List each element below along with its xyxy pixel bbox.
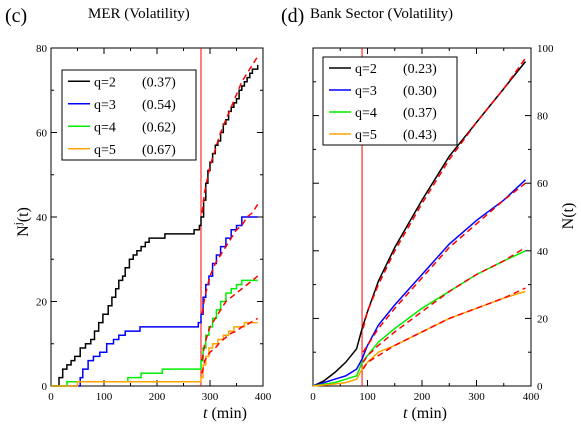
panel-d-legend: q=2 (0.23) q=3 (0.30) q=4 (0.37) q=5 (0.43) xyxy=(322,56,458,146)
panel-c-ylabel-arg: (t) xyxy=(15,207,32,222)
panel-d-fit-q5 xyxy=(362,287,526,370)
panel-d-ytick-label: 40 xyxy=(537,246,549,258)
panel-c-series-q5 xyxy=(51,321,258,387)
panel-c-legend-name: q=5 xyxy=(94,143,116,158)
panel-c-label: (c) xyxy=(5,5,27,27)
panel-c-fit-q4 xyxy=(201,275,259,361)
panel-c-fit-q5 xyxy=(201,317,259,374)
panel-d-ytick-label: 100 xyxy=(537,43,554,55)
panel-c-plot-area: 0 100 200 300 400 0 20 40 60 80 q=2 (0.37) q=3 (0.54)… xyxy=(36,43,272,403)
panel-d-xtick-label: 0 xyxy=(310,391,316,403)
panel-d-legend-exponent: (0.37) xyxy=(403,106,437,121)
panel-d-xlabel: t (min) xyxy=(403,405,447,422)
panel-c-ylabel-sup: j xyxy=(12,222,24,226)
panel-d-legend-name: q=5 xyxy=(355,128,377,143)
panel-d-xtick-label: 300 xyxy=(468,391,485,403)
panel-d-series-q4 xyxy=(312,250,526,387)
panel-c-legend: q=2 (0.37) q=3 (0.54) q=4 (0.62) q=5 (0.67) xyxy=(61,69,197,161)
panel-d-title: Bank Sector (Volatility) xyxy=(310,6,453,22)
panel-c-legend-name: q=2 xyxy=(94,75,116,90)
panel-d-legend-name: q=4 xyxy=(355,106,377,121)
panel-d-ytick-label: 80 xyxy=(537,111,549,123)
panel-c-series-q2 xyxy=(51,64,259,387)
panel-c-legend-exponent: (0.37) xyxy=(142,75,176,90)
panel-c-xtick-label: 100 xyxy=(96,391,113,403)
panel-c-ytick-label: 60 xyxy=(36,128,48,140)
panel-d-legend-exponent: (0.30) xyxy=(403,84,437,99)
panel-d-ytick-label: 20 xyxy=(537,313,549,325)
panel-d-xlabel-unit: (min) xyxy=(407,405,447,422)
panel-d-legend-exponent: (0.23) xyxy=(403,62,437,77)
panel-c-ytick-label: 80 xyxy=(36,43,48,55)
panel-d-legend-exponent: (0.43) xyxy=(403,128,437,143)
panel-d-series-q3 xyxy=(312,179,527,387)
panel-d-xtick-label: 100 xyxy=(359,391,376,403)
panel-c-legend-name: q=4 xyxy=(94,120,116,135)
panel-d-legend-box xyxy=(322,56,458,146)
panel-c-xtick-label: 0 xyxy=(48,391,54,403)
panel-d-legend-name: q=2 xyxy=(355,62,377,77)
panel-c-legend-exponent: (0.54) xyxy=(142,98,176,113)
panel-d-series-q5 xyxy=(312,290,526,387)
panel-c-legend-exponent: (0.67) xyxy=(142,143,176,158)
panel-d: (d) Bank Sector (Volatility) 0 100 200 300 4… xyxy=(281,5,577,422)
panel-c-series-q3 xyxy=(51,216,258,387)
panel-c-legend-exponent: (0.62) xyxy=(142,120,176,135)
panel-c-fit-q3 xyxy=(201,203,259,315)
panel-d-xtick-label: 400 xyxy=(523,391,540,403)
panel-c-xtick-label: 200 xyxy=(149,391,166,403)
panel-c-ytick-label: 20 xyxy=(36,297,48,309)
panel-c-xtick-label: 300 xyxy=(202,391,219,403)
panel-d-fit-q2 xyxy=(362,57,527,329)
panel-c-series-q4 xyxy=(51,279,258,387)
panel-c: (c) MER (Volatility) 0 100 200 300 400 0 20 40 6… xyxy=(5,5,272,422)
panel-c-xlabel-var: t xyxy=(203,405,208,422)
panel-c-xlabel-unit: (min) xyxy=(207,405,247,422)
panel-d-ylabel: N(t) xyxy=(560,203,577,230)
panel-d-fit-q4 xyxy=(362,246,526,363)
panel-c-ylabel: Nj(t) xyxy=(12,207,32,237)
panel-c-legend-box xyxy=(61,69,197,161)
panel-d-fit-q3 xyxy=(362,182,526,353)
panel-c-legend-name: q=3 xyxy=(94,98,116,113)
panel-d-legend-name: q=3 xyxy=(355,84,377,99)
panel-d-label: (d) xyxy=(281,5,304,27)
panel-c-title: MER (Volatility) xyxy=(88,6,190,22)
panel-d-ytick-label: 60 xyxy=(537,178,549,190)
panel-c-ytick-label: 0 xyxy=(42,381,48,393)
panel-c-xlabel: t (min) xyxy=(203,405,247,422)
panel-d-xlabel-var: t xyxy=(403,405,408,422)
panel-d-xtick-label: 200 xyxy=(414,391,431,403)
panel-c-xtick-label: 400 xyxy=(255,391,272,403)
panel-d-ytick-label: 0 xyxy=(537,381,543,393)
panel-c-fit-q2 xyxy=(201,56,259,213)
panel-c-ytick-label: 40 xyxy=(36,212,48,224)
